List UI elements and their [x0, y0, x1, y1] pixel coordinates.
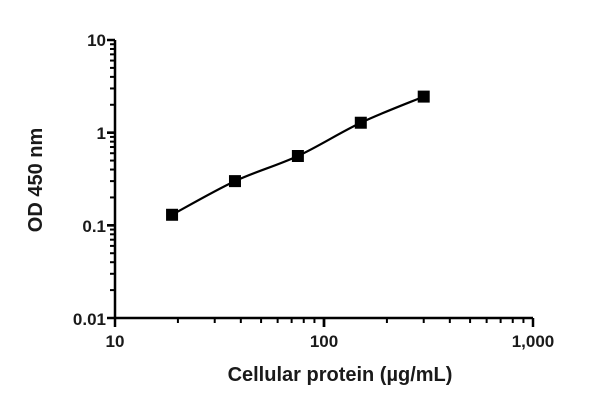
- plot-area: [166, 90, 430, 221]
- y-tick-label-10: 10: [87, 31, 106, 50]
- data-point-square: [354, 116, 367, 129]
- y-axis: [107, 38, 117, 320]
- data-point-square: [417, 90, 430, 103]
- data-point-square: [166, 208, 179, 221]
- data-point-square: [228, 175, 241, 188]
- x-tick-label-100: 100: [310, 332, 338, 351]
- x-axis-title: Cellular protein (µg/mL): [228, 364, 453, 386]
- y-tick-label-0.01: 0.01: [73, 310, 106, 329]
- data-point-square: [291, 150, 304, 163]
- y-tick-label-0.1: 0.1: [82, 217, 106, 236]
- y-axis-title: OD 450 nm: [25, 128, 47, 232]
- x-tick-label-1000: 1,000: [512, 332, 555, 351]
- y-tick-label-1: 1: [97, 124, 106, 143]
- x-axis: [113, 316, 535, 327]
- x-tick-label-10: 10: [106, 332, 125, 351]
